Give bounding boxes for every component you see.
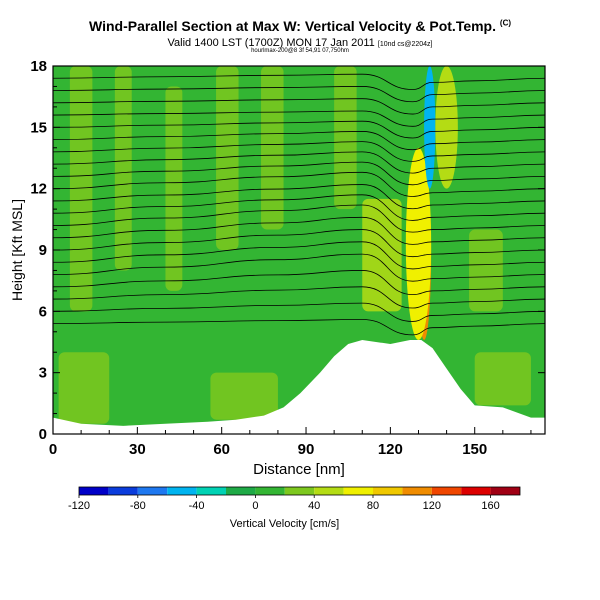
field-patch-4 <box>261 66 284 230</box>
colorbar-tick-label-3: 0 <box>252 500 258 512</box>
w-feature-downdraft <box>424 66 436 189</box>
colorbar-tick-label-0: -120 <box>68 500 90 512</box>
x-tick-label-0: 0 <box>49 441 57 458</box>
isentrope-13 <box>53 151 545 174</box>
colorbar-bin-2 <box>137 487 168 495</box>
isentrope-4 <box>53 253 545 282</box>
colorbar-tick-label-6: 120 <box>423 500 441 512</box>
colorbar-bin-13 <box>461 487 491 495</box>
colorbar-bin-9 <box>343 487 373 495</box>
field-background <box>53 66 545 434</box>
field-patch-1 <box>114 66 132 271</box>
colorbar-label: Vertical Velocity [cm/s] <box>230 518 339 530</box>
x-tick-label-150: 150 <box>462 441 487 458</box>
colorbar-tick-label-5: 80 <box>367 500 379 512</box>
colorbar-frame <box>78 486 521 496</box>
x-tick-label-90: 90 <box>298 441 315 458</box>
isentrope-7 <box>53 216 545 245</box>
chart-valid-time: Valid 1400 LST (1700Z) MON 17 Jan 2011 [… <box>167 37 433 49</box>
colorbar-bin-14 <box>490 487 520 495</box>
y-axis-label: Height [Kft MSL] <box>9 199 25 301</box>
colorbar-bin-4 <box>196 487 226 495</box>
field-patch-3 <box>216 66 239 250</box>
colorbar-bin-10 <box>373 487 403 495</box>
colorbar-bin-11 <box>402 487 432 495</box>
isentrope-10 <box>53 184 545 210</box>
field-patch-9 <box>474 352 531 406</box>
isentrope-11 <box>53 171 545 197</box>
field-patch-6 <box>362 198 402 312</box>
x-axis-label: Distance [nm] <box>253 461 345 478</box>
y-tick-label-18: 18 <box>30 58 47 75</box>
y-tick-label-0: 0 <box>39 426 47 443</box>
colorbar-bin-5 <box>226 487 256 495</box>
isentrope-3 <box>53 270 545 296</box>
y-tick-label-12: 12 <box>30 181 47 198</box>
isentrope-19 <box>53 86 545 103</box>
isentrope-1 <box>53 302 545 322</box>
colorbar-tick-label-2: -40 <box>189 500 205 512</box>
colorbar-bin-3 <box>167 487 197 495</box>
colorbar-bin-6 <box>255 487 285 495</box>
isentrope-2 <box>53 286 545 309</box>
chart-title: Wind-Parallel Section at Max W: Vertical… <box>88 18 512 34</box>
isentrope-5 <box>53 241 545 270</box>
isentrope-12 <box>53 161 545 186</box>
y-tick-label-9: 9 <box>39 242 47 259</box>
chart-file-info: hourlmax-200@8 3f 54,91 07,750hm <box>251 48 349 54</box>
isentrope-0 <box>53 319 545 336</box>
isentrope-14 <box>53 141 545 162</box>
field-patch-5 <box>334 66 357 210</box>
colorbar-bin-7 <box>284 487 315 495</box>
w-feature-updraft-upper <box>435 66 458 189</box>
colorbar-tick-label-1: -80 <box>130 500 146 512</box>
x-tick-label-30: 30 <box>129 441 146 458</box>
colorbar-bin-12 <box>431 487 462 495</box>
y-tick-label-15: 15 <box>30 119 47 136</box>
colorbar-bin-1 <box>108 487 138 495</box>
terrain <box>53 339 545 434</box>
field-patch-7 <box>58 352 110 424</box>
isentrope-20 <box>53 73 545 90</box>
field-patch-8 <box>210 372 278 420</box>
field-patch-10 <box>469 229 503 312</box>
isentrope-6 <box>53 229 545 258</box>
isentrope-9 <box>53 194 545 221</box>
colorbar-tick-label-7: 160 <box>481 500 499 512</box>
colorbar-bin-0 <box>79 487 109 495</box>
isentrope-8 <box>53 204 545 233</box>
isentrope-15 <box>53 131 545 151</box>
colorbar-bin-8 <box>314 487 344 495</box>
colorbar-tick-label-4: 40 <box>308 500 320 512</box>
y-tick-label-3: 3 <box>39 365 47 382</box>
x-tick-label-60: 60 <box>213 441 230 458</box>
field-patch-2 <box>165 86 183 291</box>
isentrope-18 <box>53 98 545 115</box>
x-tick-label-120: 120 <box>378 441 403 458</box>
y-tick-label-6: 6 <box>39 303 47 320</box>
isentrope-16 <box>53 120 545 139</box>
isentrope-17 <box>53 110 545 127</box>
